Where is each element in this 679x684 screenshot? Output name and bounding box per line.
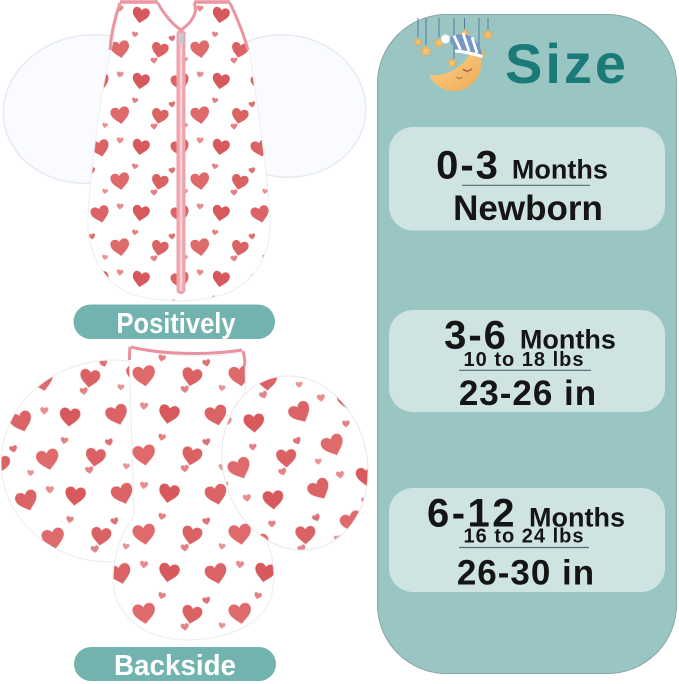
svg-text:23-26 in: 23-26 in: [459, 374, 597, 413]
svg-text:16 to 24 lbs: 16 to 24 lbs: [464, 526, 585, 548]
svg-text:Backside: Backside: [114, 650, 236, 682]
svg-text:26-30 in: 26-30 in: [457, 554, 595, 593]
svg-text:10 to 18 lbs: 10 to 18 lbs: [464, 349, 585, 371]
svg-text:Size: Size: [505, 32, 629, 95]
svg-text:Newborn: Newborn: [453, 189, 603, 228]
svg-text:Positively: Positively: [117, 308, 236, 340]
